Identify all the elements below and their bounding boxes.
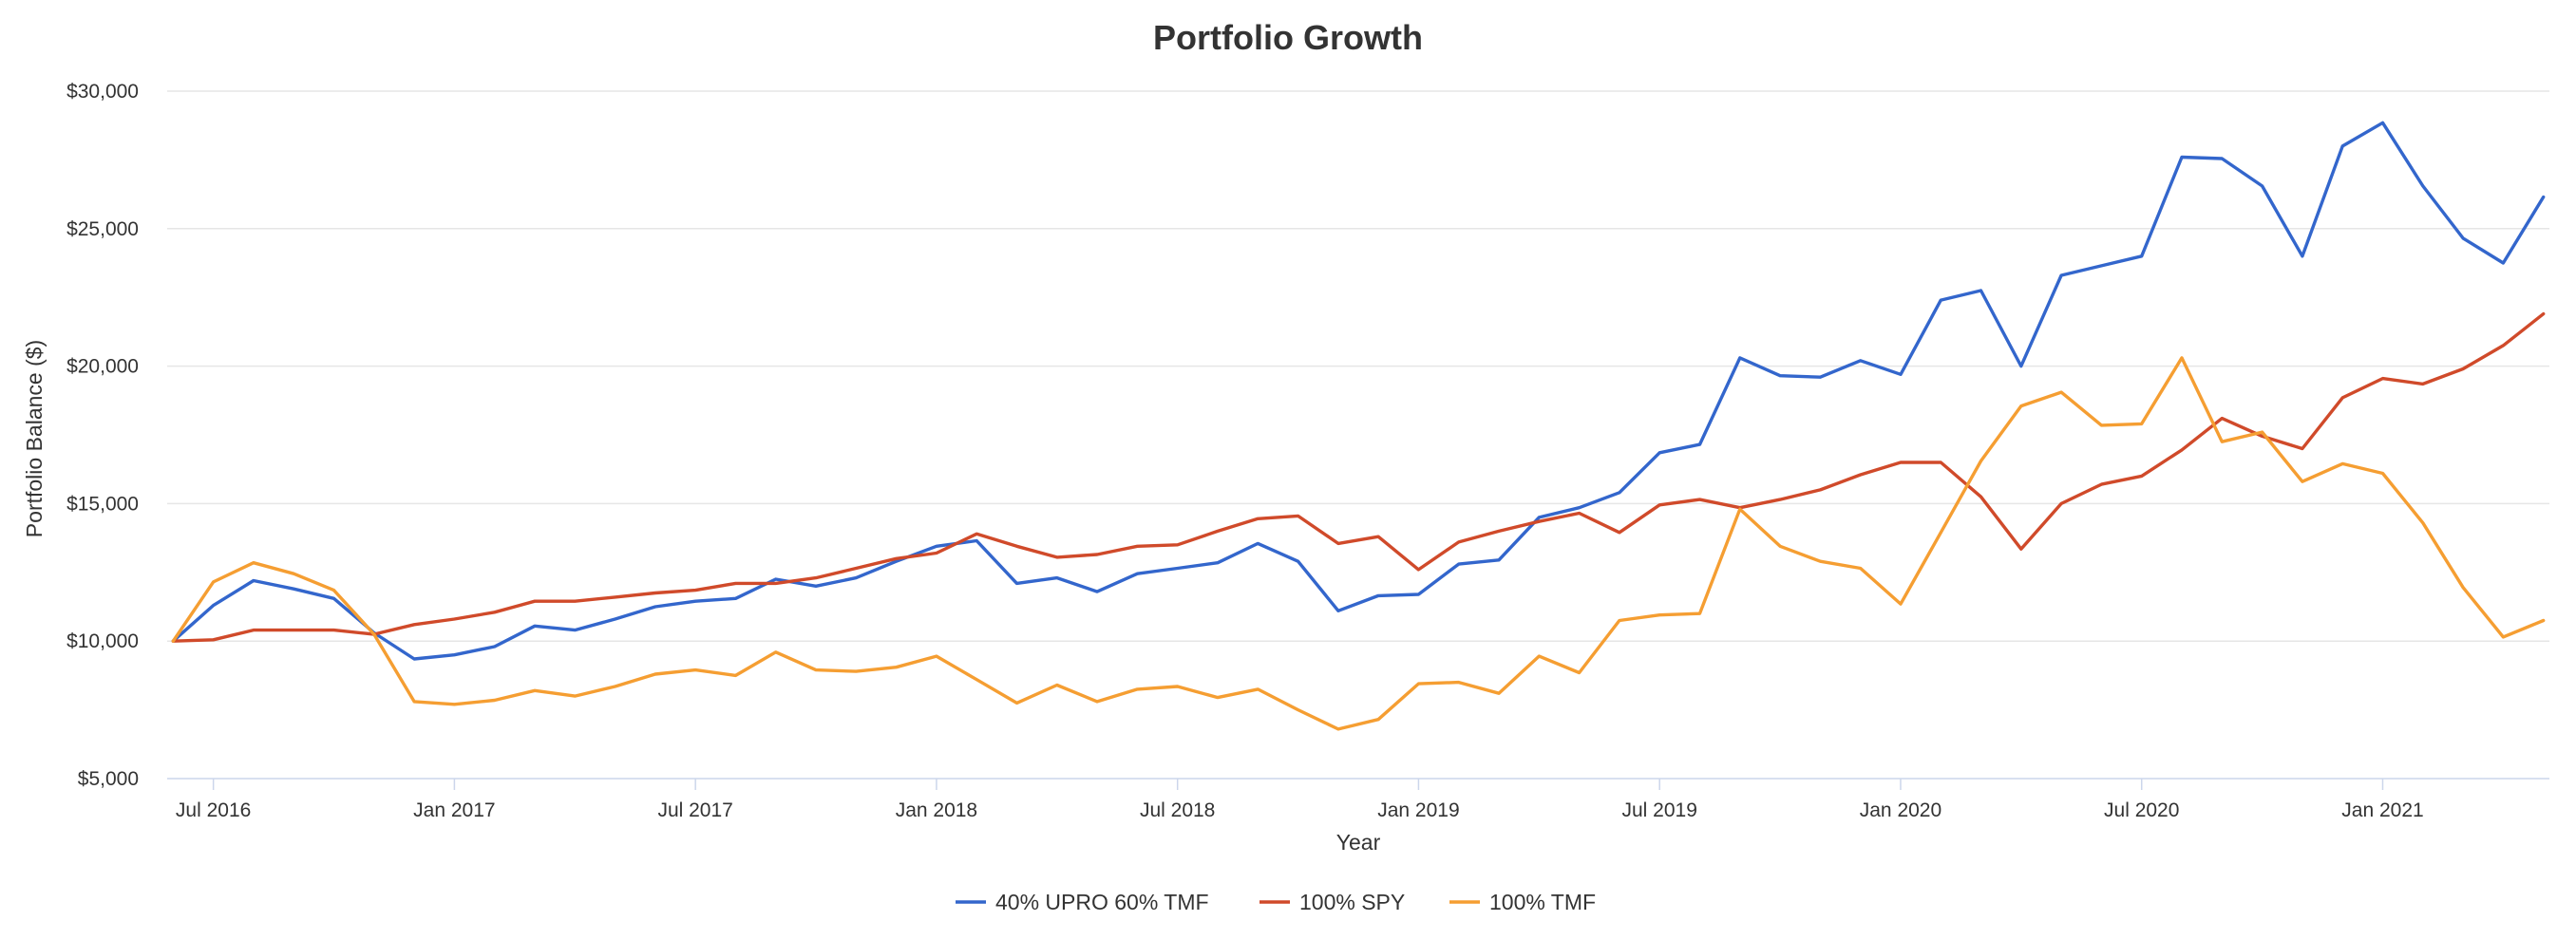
x-tick-label: Jan 2019 (1377, 799, 1459, 821)
series-line-40-upro-60-tmf (171, 121, 2546, 661)
y-axis-ticks: $5,000 $10,000 $15,000 $20,000 $25,000 $30,00… (66, 81, 139, 790)
y-tick-label: $15,000 (66, 493, 139, 515)
y-axis-label: Portfolio Balance ($) (22, 340, 47, 537)
x-tick-label: Jan 2018 (896, 799, 977, 821)
legend-item-100-tmf[interactable]: 100% TMF (1449, 890, 1596, 914)
series-lines (171, 121, 2546, 731)
legend: 40% UPRO 60% TMF 100% SPY 100% TMF (956, 890, 1596, 914)
x-tick-label: Jul 2019 (1621, 799, 1696, 821)
gridlines (167, 90, 2549, 642)
legend-label: 100% TMF (1489, 890, 1596, 914)
x-axis-label: Year (1336, 830, 1381, 855)
x-tick-label: Jan 2020 (1860, 799, 1941, 821)
x-tick-label: Jan 2017 (413, 799, 495, 821)
x-axis-ticks: Jul 2016 Jan 2017 Jul 2017 Jan 2018 Jul 2018… (176, 779, 2424, 821)
x-tick-label: Jul 2017 (657, 799, 732, 821)
x-tick-label: Jul 2016 (176, 799, 251, 821)
x-tick-label: Jul 2018 (1140, 799, 1215, 821)
legend-label: 40% UPRO 60% TMF (995, 890, 1209, 914)
x-tick-label: Jan 2021 (2341, 799, 2423, 821)
y-tick-label: $30,000 (66, 81, 139, 103)
y-tick-label: $5,000 (78, 768, 139, 790)
legend-item-40-upro-60-tmf[interactable]: 40% UPRO 60% TMF (956, 890, 1209, 914)
legend-item-100-spy[interactable]: 100% SPY (1260, 890, 1405, 914)
series-line-100-spy (171, 311, 2546, 643)
x-tick-label: Jul 2020 (2104, 799, 2179, 821)
chart-title: Portfolio Growth (1153, 18, 1423, 57)
legend-label: 100% SPY (1299, 890, 1405, 914)
y-tick-label: $10,000 (66, 630, 139, 652)
y-tick-label: $20,000 (66, 356, 139, 378)
y-tick-label: $25,000 (66, 218, 139, 240)
series-line-100-tmf (171, 356, 2546, 731)
